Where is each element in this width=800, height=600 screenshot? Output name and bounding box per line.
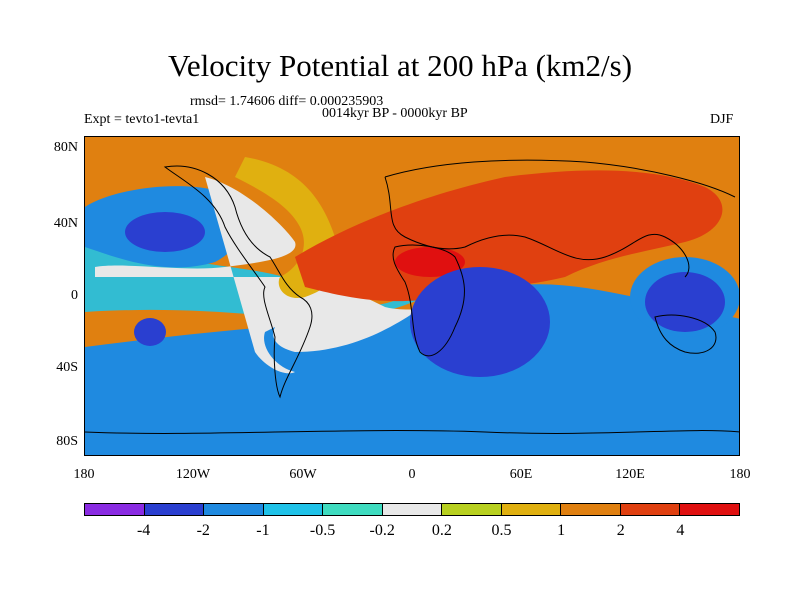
colorbar-swatch <box>144 504 205 515</box>
colorbar-swatch <box>85 504 145 515</box>
period-label: 0014kyr BP - 0000kyr BP <box>322 106 468 121</box>
colorbar-label: 2 <box>616 522 625 539</box>
colorbar-swatch <box>620 504 681 515</box>
lon-tick: 180 <box>73 467 95 482</box>
contour-map <box>85 137 739 455</box>
colorbar-swatch <box>561 504 621 515</box>
colorbar-swatch <box>382 504 443 515</box>
colorbar-swatch <box>442 504 502 515</box>
colorbar-label: -4 <box>136 522 151 539</box>
lat-tick: 80N <box>53 140 78 155</box>
stats-text: rmsd= 1.74606 diff= 0.000235903 <box>190 94 384 109</box>
map-plot <box>84 136 740 456</box>
coastlines <box>85 159 739 434</box>
lon-tick: 60W <box>289 467 317 482</box>
colorbar-label: 0.5 <box>491 522 512 539</box>
lon-tick: 180 <box>729 467 751 482</box>
lon-tick: 120W <box>175 467 211 482</box>
colorbar-swatch <box>501 504 562 515</box>
neutral-band <box>95 177 418 374</box>
map-title: Velocity Potential at 200 hPa (km2/s) <box>167 48 633 83</box>
colorbar-label: 1 <box>557 522 566 539</box>
lat-tick: 80S <box>56 434 78 449</box>
lon-tick: 120E <box>615 467 645 482</box>
north-pacific-core <box>125 212 205 252</box>
lat-tick: 0 <box>71 288 78 303</box>
colorbar <box>84 503 740 516</box>
colorbar-label: 4 <box>676 522 685 539</box>
lon-tick: 60E <box>509 467 533 482</box>
colorbar-swatch <box>204 504 264 515</box>
experiment-label: Expt = tevto1-tevta1 <box>84 112 200 127</box>
colorbar-swatch <box>263 504 324 515</box>
indian-ocean-negative <box>410 267 550 377</box>
lon-tick: 0 <box>408 467 416 482</box>
colorbar-label: 0.2 <box>431 522 452 539</box>
colorbar-label: -0.5 <box>309 522 336 539</box>
maritime-core <box>645 272 725 332</box>
colorbar-label: -2 <box>196 522 210 539</box>
colorbar-swatch <box>323 504 383 515</box>
colorbar-label: -1 <box>256 522 270 539</box>
season-label: DJF <box>710 112 734 127</box>
lat-tick: 40S <box>56 360 78 375</box>
colorbar-label: -0.2 <box>369 522 395 539</box>
south-pacific-negative <box>134 318 166 346</box>
lat-tick: 40N <box>53 216 78 231</box>
colorbar-swatch <box>680 504 740 515</box>
negative-region-south <box>85 284 739 455</box>
africa-max-core <box>395 247 465 277</box>
